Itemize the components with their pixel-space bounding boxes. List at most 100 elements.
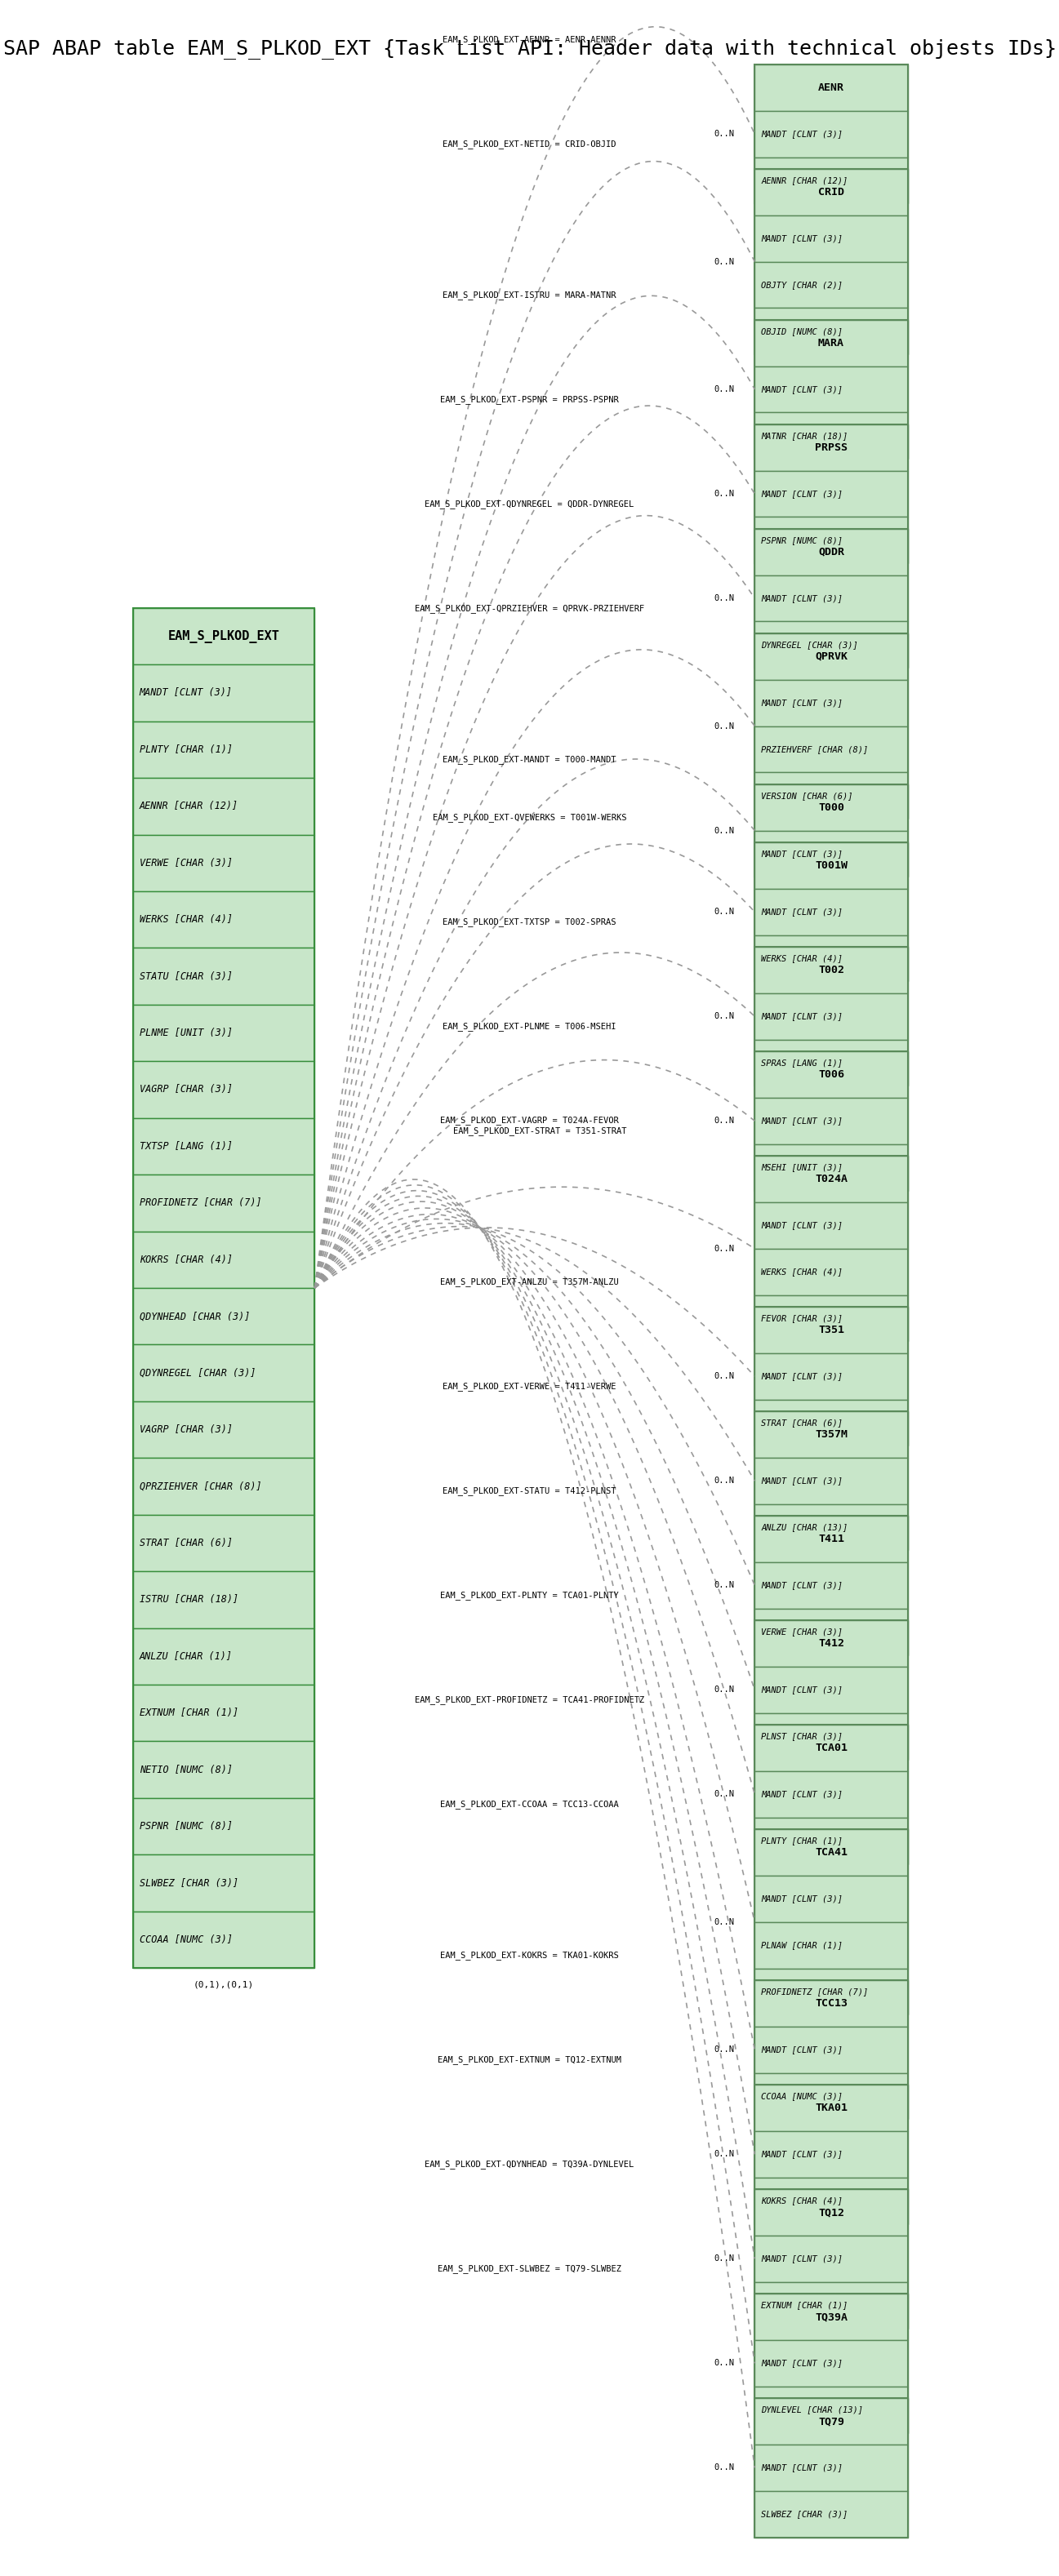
Text: WERKS [CHAR (4)]: WERKS [CHAR (4)]: [140, 914, 233, 925]
Text: MANDT [CLNT (3)]: MANDT [CLNT (3)]: [761, 2360, 843, 2367]
Text: MANDT [CLNT (3)]: MANDT [CLNT (3)]: [761, 2151, 843, 2159]
Text: MANDT [CLNT (3)]: MANDT [CLNT (3)]: [761, 595, 843, 603]
Text: OBJTY [CHAR (2)]: OBJTY [CHAR (2)]: [761, 281, 843, 289]
FancyBboxPatch shape: [755, 773, 908, 819]
FancyBboxPatch shape: [755, 842, 908, 889]
FancyBboxPatch shape: [755, 528, 908, 574]
Text: CCOAA [NUMC (3)]: CCOAA [NUMC (3)]: [140, 1935, 233, 1945]
Text: SPRAS [LANG (1)]: SPRAS [LANG (1)]: [761, 1059, 843, 1066]
FancyBboxPatch shape: [755, 783, 908, 829]
Text: MANDT [CLNT (3)]: MANDT [CLNT (3)]: [761, 1118, 843, 1126]
FancyBboxPatch shape: [755, 319, 908, 366]
FancyBboxPatch shape: [755, 309, 908, 355]
Text: MARA: MARA: [819, 337, 844, 348]
Text: MANDT [CLNT (3)]: MANDT [CLNT (3)]: [761, 234, 843, 242]
Text: EAM_S_PLKOD_EXT-ANLZU = T357M-ANLZU: EAM_S_PLKOD_EXT-ANLZU = T357M-ANLZU: [441, 1278, 618, 1285]
Text: AENNR [CHAR (12)]: AENNR [CHAR (12)]: [140, 801, 238, 811]
Text: MSEHI [UNIT (3)]: MSEHI [UNIT (3)]: [761, 1164, 843, 1172]
Text: 0..N: 0..N: [714, 2360, 734, 2367]
FancyBboxPatch shape: [755, 2398, 908, 2445]
FancyBboxPatch shape: [132, 891, 315, 948]
Text: EAM_S_PLKOD_EXT-STATU = T412-PLNST: EAM_S_PLKOD_EXT-STATU = T412-PLNST: [443, 1486, 616, 1494]
Text: SLWBEZ [CHAR (3)]: SLWBEZ [CHAR (3)]: [761, 2509, 848, 2519]
FancyBboxPatch shape: [132, 721, 315, 778]
Text: AENR: AENR: [819, 82, 844, 93]
FancyBboxPatch shape: [132, 778, 315, 835]
Text: T412: T412: [819, 1638, 844, 1649]
FancyBboxPatch shape: [755, 1968, 908, 2014]
Text: T351: T351: [819, 1324, 844, 1334]
Text: PROFIDNETZ [CHAR (7)]: PROFIDNETZ [CHAR (7)]: [140, 1198, 262, 1208]
Text: QDYNHEAD [CHAR (3)]: QDYNHEAD [CHAR (3)]: [140, 1311, 250, 1321]
Text: MANDT [CLNT (3)]: MANDT [CLNT (3)]: [140, 688, 233, 698]
FancyBboxPatch shape: [755, 111, 908, 157]
Text: EAM_S_PLKOD_EXT-QPRZIEHVER = QPRVK-PRZIEHVERF: EAM_S_PLKOD_EXT-QPRZIEHVER = QPRVK-PRZIE…: [415, 603, 644, 613]
Text: MANDT [CLNT (3)]: MANDT [CLNT (3)]: [761, 1476, 843, 1484]
Text: 0..N: 0..N: [714, 1012, 734, 1020]
Text: EAM_S_PLKOD_EXT-VERWE = T411-VERWE: EAM_S_PLKOD_EXT-VERWE = T411-VERWE: [443, 1381, 616, 1391]
FancyBboxPatch shape: [755, 2074, 908, 2120]
Text: PLNTY [CHAR (1)]: PLNTY [CHAR (1)]: [140, 744, 233, 755]
FancyBboxPatch shape: [755, 366, 908, 412]
Text: PROFIDNETZ [CHAR (7)]: PROFIDNETZ [CHAR (7)]: [761, 1989, 868, 1996]
FancyBboxPatch shape: [755, 2130, 908, 2177]
Text: 0..N: 0..N: [714, 129, 734, 139]
Text: STATU [CHAR (3)]: STATU [CHAR (3)]: [140, 971, 233, 981]
Text: T006: T006: [819, 1069, 844, 1079]
Text: MANDT [CLNT (3)]: MANDT [CLNT (3)]: [761, 1373, 843, 1381]
FancyBboxPatch shape: [755, 2282, 908, 2329]
FancyBboxPatch shape: [755, 471, 908, 518]
Text: CCOAA [NUMC (3)]: CCOAA [NUMC (3)]: [761, 2092, 843, 2099]
Text: MANDT [CLNT (3)]: MANDT [CLNT (3)]: [761, 907, 843, 917]
FancyBboxPatch shape: [755, 1819, 908, 1865]
FancyBboxPatch shape: [132, 665, 315, 721]
Text: PRZIEHVERF [CHAR (8)]: PRZIEHVERF [CHAR (8)]: [761, 744, 868, 752]
Text: 0..N: 0..N: [714, 1919, 734, 1927]
Text: OBJID [NUMC (8)]: OBJID [NUMC (8)]: [761, 327, 843, 335]
Text: TKA01: TKA01: [814, 2102, 847, 2112]
Text: MANDT [CLNT (3)]: MANDT [CLNT (3)]: [761, 1896, 843, 1904]
FancyBboxPatch shape: [132, 1231, 315, 1288]
FancyBboxPatch shape: [755, 621, 908, 667]
Text: 0..N: 0..N: [714, 1118, 734, 1126]
Text: PSPNR [NUMC (8)]: PSPNR [NUMC (8)]: [761, 536, 843, 544]
FancyBboxPatch shape: [755, 2491, 908, 2537]
Text: EAM_S_PLKOD_EXT: EAM_S_PLKOD_EXT: [167, 629, 280, 644]
Text: SLWBEZ [CHAR (3)]: SLWBEZ [CHAR (3)]: [140, 1878, 238, 1888]
Text: 0..N: 0..N: [714, 827, 734, 835]
Text: VERSION [CHAR (6)]: VERSION [CHAR (6)]: [761, 791, 854, 799]
Text: MANDT [CLNT (3)]: MANDT [CLNT (3)]: [761, 1012, 843, 1020]
Text: KOKRS [CHAR (4)]: KOKRS [CHAR (4)]: [140, 1255, 233, 1265]
Text: 0..N: 0..N: [714, 907, 734, 917]
FancyBboxPatch shape: [132, 1741, 315, 1798]
Text: MANDT [CLNT (3)]: MANDT [CLNT (3)]: [761, 1790, 843, 1798]
Text: PLNAW [CHAR (1)]: PLNAW [CHAR (1)]: [761, 1942, 843, 1950]
FancyBboxPatch shape: [132, 1458, 315, 1515]
FancyBboxPatch shape: [755, 1922, 908, 1968]
Text: EAM_S_PLKOD_EXT-CCOAA = TCC13-CCOAA: EAM_S_PLKOD_EXT-CCOAA = TCC13-CCOAA: [441, 1801, 618, 1808]
FancyBboxPatch shape: [132, 1288, 315, 1345]
Text: STRAT [CHAR (6)]: STRAT [CHAR (6)]: [761, 1419, 843, 1427]
Text: EXTNUM [CHAR (1)]: EXTNUM [CHAR (1)]: [761, 2300, 848, 2308]
Text: FEVOR [CHAR (3)]: FEVOR [CHAR (3)]: [761, 1314, 843, 1321]
Text: T024A: T024A: [814, 1175, 847, 1185]
Text: 0..N: 0..N: [714, 1582, 734, 1589]
FancyBboxPatch shape: [132, 1175, 315, 1231]
Text: MANDT [CLNT (3)]: MANDT [CLNT (3)]: [761, 2463, 843, 2473]
FancyBboxPatch shape: [755, 1144, 908, 1190]
FancyBboxPatch shape: [132, 835, 315, 891]
Text: VAGRP [CHAR (3)]: VAGRP [CHAR (3)]: [140, 1084, 233, 1095]
Text: PSPNR [NUMC (8)]: PSPNR [NUMC (8)]: [140, 1821, 233, 1832]
FancyBboxPatch shape: [755, 1097, 908, 1144]
Text: EAM_S_PLKOD_EXT-NETID = CRID-OBJID: EAM_S_PLKOD_EXT-NETID = CRID-OBJID: [443, 139, 616, 149]
Text: DYNREGEL [CHAR (3)]: DYNREGEL [CHAR (3)]: [761, 641, 858, 649]
FancyBboxPatch shape: [755, 1296, 908, 1342]
Text: 0..N: 0..N: [714, 1790, 734, 1798]
FancyBboxPatch shape: [755, 1515, 908, 1561]
FancyBboxPatch shape: [755, 1249, 908, 1296]
FancyBboxPatch shape: [755, 1412, 908, 1458]
FancyBboxPatch shape: [755, 2177, 908, 2223]
Text: T411: T411: [819, 1533, 844, 1543]
Text: 0..N: 0..N: [714, 1373, 734, 1381]
Text: PLNTY [CHAR (1)]: PLNTY [CHAR (1)]: [761, 1837, 843, 1844]
